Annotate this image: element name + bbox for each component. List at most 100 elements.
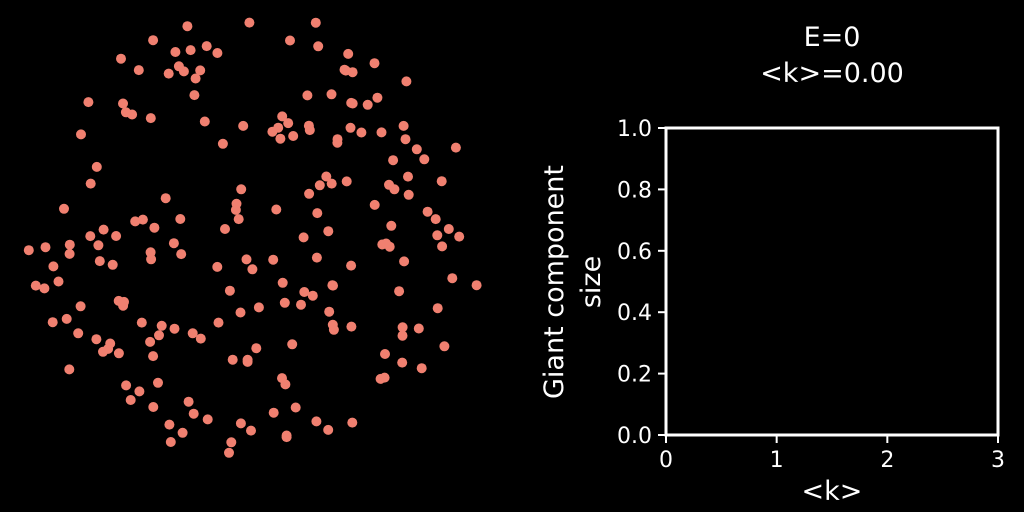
network-node xyxy=(224,447,234,458)
network-node xyxy=(145,336,156,347)
network-node xyxy=(195,65,206,76)
network-node xyxy=(277,373,287,384)
x-axis-label: <k> xyxy=(802,476,863,507)
network-node xyxy=(61,313,72,324)
network-node xyxy=(235,307,246,318)
network-node xyxy=(369,199,380,210)
network-node xyxy=(247,264,258,275)
network-node xyxy=(242,354,253,365)
network-node xyxy=(271,204,282,215)
network-node xyxy=(137,214,148,225)
network-node xyxy=(403,189,414,200)
network-node xyxy=(227,354,238,365)
network-node xyxy=(327,280,338,291)
network-node xyxy=(314,180,325,191)
y-tick-label: 0.4 xyxy=(617,301,652,326)
x-tick-label: 3 xyxy=(991,448,1005,473)
network-node xyxy=(447,273,458,284)
network-node xyxy=(298,232,309,243)
network-node xyxy=(388,155,399,166)
y-tick-label: 0.6 xyxy=(617,240,652,265)
network-node xyxy=(432,230,443,241)
network-node xyxy=(217,138,228,149)
network-node xyxy=(40,242,51,253)
x-tick-label: 1 xyxy=(770,448,784,473)
network-node xyxy=(30,280,41,291)
network-node xyxy=(403,171,413,182)
network-node xyxy=(328,324,339,335)
chart-title-line2: <k>=0.00 xyxy=(760,58,904,89)
network-node xyxy=(98,224,109,235)
network-node xyxy=(156,320,167,331)
network-node xyxy=(411,144,422,155)
network-node xyxy=(148,35,159,46)
network-node xyxy=(267,126,278,137)
network-node xyxy=(177,427,188,438)
network-node xyxy=(231,198,242,209)
network-node xyxy=(113,348,124,359)
network-node xyxy=(188,408,199,419)
network-node xyxy=(281,432,292,443)
network-node xyxy=(91,334,102,345)
network-node xyxy=(439,341,450,352)
network-node xyxy=(170,47,181,57)
network-node xyxy=(346,260,357,271)
network-node xyxy=(279,297,290,308)
network-node xyxy=(190,73,201,84)
y-tick-label: 0.8 xyxy=(617,178,652,203)
network-node xyxy=(398,120,409,131)
y-axis-label-line1: Giant component xyxy=(539,165,570,399)
network-node xyxy=(48,261,59,272)
network-node xyxy=(311,416,322,427)
network-node xyxy=(376,127,387,138)
network-node xyxy=(345,122,356,133)
network-node xyxy=(76,129,86,140)
network-node xyxy=(226,437,237,448)
network-node xyxy=(133,65,144,76)
network-node xyxy=(169,323,180,334)
network-node xyxy=(136,317,147,328)
network-node xyxy=(125,395,136,405)
network-node xyxy=(145,247,156,258)
network-node xyxy=(185,45,196,56)
network-node xyxy=(173,61,184,72)
network-node xyxy=(290,402,301,413)
network-node xyxy=(347,417,358,428)
network-node xyxy=(347,67,358,78)
network-node xyxy=(343,48,354,59)
network-node xyxy=(175,214,186,224)
network-node xyxy=(413,323,424,334)
network-node xyxy=(235,418,246,429)
network-node xyxy=(93,240,104,251)
network-node xyxy=(53,276,64,287)
network-node xyxy=(176,249,187,260)
network-node xyxy=(85,178,96,189)
network-node xyxy=(148,402,159,412)
network-node xyxy=(107,259,118,270)
network-node xyxy=(400,134,411,145)
network-node xyxy=(450,142,461,153)
network-node xyxy=(443,224,454,234)
network-node xyxy=(213,317,224,328)
network-node xyxy=(64,239,75,250)
network-node xyxy=(432,303,443,314)
network-node xyxy=(160,193,171,204)
y-tick-label: 0.0 xyxy=(617,424,652,449)
network-node xyxy=(419,154,430,165)
network-node xyxy=(23,245,34,256)
network-node xyxy=(436,176,447,187)
network-node xyxy=(332,134,343,145)
network-node xyxy=(323,226,334,237)
network-node xyxy=(386,220,397,231)
network-node xyxy=(397,322,408,333)
network-node xyxy=(201,41,212,52)
network-node xyxy=(111,231,122,241)
network-node xyxy=(187,328,198,339)
network-node xyxy=(326,89,337,100)
network-node xyxy=(94,256,105,267)
network-node xyxy=(268,254,279,265)
y-tick-label: 0.2 xyxy=(617,363,652,388)
network-node xyxy=(202,414,213,425)
network-node xyxy=(277,111,288,122)
